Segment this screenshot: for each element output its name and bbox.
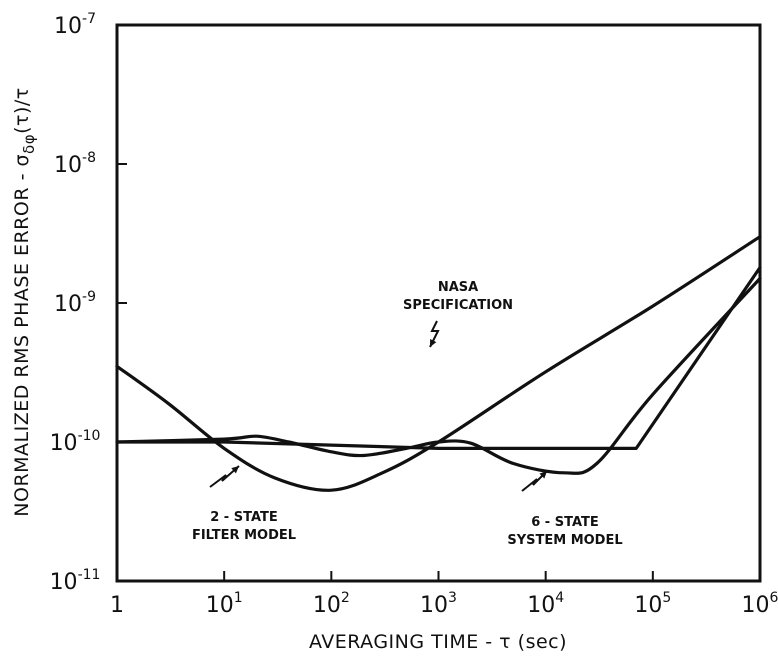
y-tick-label: 10-10 — [50, 428, 101, 456]
series-lines — [115, 235, 762, 492]
annotation-line: 2 - STATE — [210, 510, 278, 525]
x-tick-label: 103 — [420, 590, 457, 618]
y-tick-base: 10 — [54, 153, 82, 178]
x-tick-exponent: 6 — [770, 590, 778, 606]
x-tick-label: 1 — [110, 593, 124, 618]
arrowhead — [430, 339, 437, 347]
annotation-line: SYSTEM MODEL — [507, 533, 622, 548]
y-tick-base: 10 — [50, 570, 78, 595]
pointer-arrow — [209, 465, 240, 488]
y-tick-exponent: -11 — [78, 567, 101, 583]
x-tick-label: 105 — [634, 590, 671, 618]
y-tick-exponent: -8 — [82, 150, 96, 166]
y-tick-label: 10-11 — [50, 567, 101, 595]
y-tick-exponent: -9 — [82, 289, 96, 305]
y-axis-label-tail: (τ)/τ — [11, 87, 33, 134]
annotation-line: 6 - STATE — [531, 515, 599, 530]
annotation-line: SPECIFICATION — [403, 298, 513, 313]
six-state-system-line — [115, 276, 762, 475]
annotation-line: NASA — [438, 280, 478, 295]
x-tick-exponent: 5 — [662, 590, 671, 606]
two-state-filter-line — [115, 235, 762, 492]
annotations: NASA SPECIFICATION 2 - STATE FILTER MODEL 6 … — [192, 280, 623, 548]
x-tick-base: 10 — [206, 593, 234, 618]
arrowhead — [539, 471, 547, 479]
x-tick-exponent: 4 — [555, 590, 564, 606]
x-axis-label: AVERAGING TIME - τ (sec) — [309, 631, 567, 653]
x-tick-exponent: 2 — [341, 590, 350, 606]
pointer-arrow — [521, 470, 548, 492]
arrowhead — [231, 466, 239, 474]
x-tick-exponent: 3 — [448, 590, 457, 606]
y-tick-base: 10 — [54, 14, 82, 39]
y-axis-label-main: NORMALIZED RMS PHASE ERROR - σ — [11, 154, 33, 517]
nasa-annotation: NASA SPECIFICATION — [403, 280, 513, 348]
x-tick-base: 10 — [527, 593, 555, 618]
y-tick-exponent: -7 — [82, 11, 96, 27]
y-axis-label-subscript: δφ — [20, 134, 38, 154]
x-tick-base: 10 — [634, 593, 662, 618]
y-tick-label: 10-7 — [54, 11, 96, 39]
nasa-specification-line — [115, 265, 762, 450]
six-state-annotation: 6 - STATE SYSTEM MODEL — [507, 470, 623, 548]
x-tick-base: 10 — [420, 593, 448, 618]
y-tick-base: 10 — [50, 431, 78, 456]
x-tick-base: 1 — [110, 593, 124, 618]
annotation-line: FILTER MODEL — [192, 528, 296, 543]
x-tick-label: 101 — [206, 590, 243, 618]
two-state-annotation: 2 - STATE FILTER MODEL — [192, 465, 296, 543]
pointer-arrow — [429, 320, 440, 348]
y-tick-label: 10-9 — [54, 289, 96, 317]
x-axis-ticks: 1 101 102 103 104 105 106 — [110, 571, 778, 618]
x-tick-exponent: 1 — [234, 590, 243, 606]
y-tick-exponent: -10 — [78, 428, 101, 444]
x-tick-label: 102 — [313, 590, 350, 618]
x-tick-label: 104 — [527, 590, 564, 618]
x-tick-base: 10 — [313, 593, 341, 618]
y-axis-label: NORMALIZED RMS PHASE ERROR - σδφ(τ)/τ — [11, 87, 38, 516]
x-tick-base: 10 — [742, 593, 770, 618]
y-tick-base: 10 — [54, 292, 82, 317]
x-tick-label: 106 — [742, 590, 778, 618]
y-tick-label: 10-8 — [54, 150, 96, 178]
